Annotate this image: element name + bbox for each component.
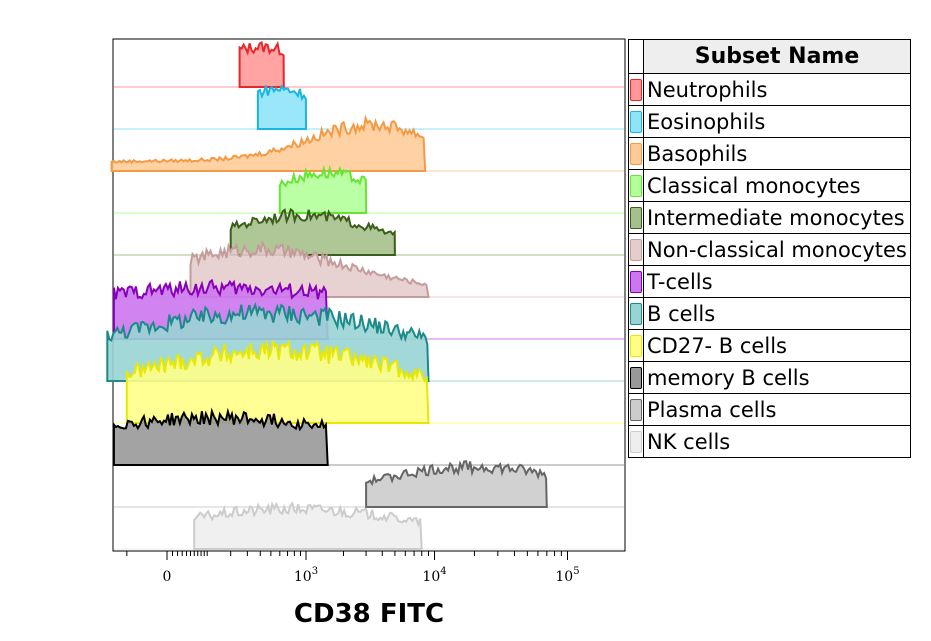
- legend-label: Non-classical monocytes: [643, 233, 911, 266]
- histogram-eosinophils: [256, 83, 308, 130]
- legend-swatch: [630, 302, 642, 325]
- legend-label: Neutrophils: [643, 73, 911, 106]
- histogram-intermediate-monocytes: [229, 207, 396, 256]
- legend: Subset Name Neutrophils Eosinophils Basoph…: [628, 39, 911, 458]
- legend-row: Non-classical monocytes: [628, 233, 911, 266]
- legend-row: Plasma cells: [628, 393, 911, 426]
- legend-row: B cells: [628, 297, 911, 330]
- legend-swatch: [630, 174, 642, 197]
- legend-row: Classical monocytes: [628, 169, 911, 202]
- legend-swatch: [630, 430, 642, 453]
- tick-label: 103: [294, 566, 318, 585]
- legend-label: Intermediate monocytes: [643, 201, 911, 234]
- legend-header: Subset Name: [643, 39, 911, 74]
- histogram-basophils: [110, 114, 427, 172]
- legend-label: B cells: [643, 297, 911, 330]
- legend-swatch: [630, 78, 642, 101]
- legend-row: Neutrophils: [628, 73, 911, 106]
- legend-row: memory B cells: [628, 361, 911, 394]
- legend-swatch: [630, 366, 642, 389]
- tick-label: 0: [163, 569, 172, 585]
- legend-swatch: [630, 142, 642, 165]
- legend-label: Eosinophils: [643, 105, 911, 138]
- legend-label: Basophils: [643, 137, 911, 170]
- legend-label: Plasma cells: [643, 393, 911, 426]
- legend-swatch: [630, 110, 642, 133]
- legend-label: T-cells: [643, 265, 911, 298]
- legend-swatch: [630, 206, 642, 229]
- tick-label: 104: [422, 566, 446, 585]
- histogram-plasma-cells: [365, 460, 548, 508]
- x-axis-label: CD38 FITC: [294, 599, 444, 629]
- histogram-cd27-b-cells: [125, 339, 430, 424]
- legend-row: T-cells: [628, 265, 911, 298]
- legend-swatch: [630, 398, 642, 421]
- legend-label: Classical monocytes: [643, 169, 911, 202]
- x-axis: 0 103 104 105: [126, 551, 580, 585]
- legend-label: memory B cells: [643, 361, 911, 394]
- histogram-non-classical-monocytes: [189, 240, 430, 298]
- legend-swatch: [630, 334, 642, 357]
- histogram-lanes: [106, 40, 624, 550]
- legend-swatch: [630, 270, 642, 293]
- histogram-nk-cells: [193, 500, 423, 550]
- legend-label: CD27- B cells: [643, 329, 911, 362]
- legend-row: Intermediate monocytes: [628, 201, 911, 234]
- tick-label: 105: [555, 566, 579, 585]
- histogram-neutrophils: [238, 40, 285, 88]
- histogram-memory-b-cells: [112, 407, 329, 466]
- legend-label: NK cells: [643, 425, 911, 458]
- legend-swatch: [630, 238, 642, 261]
- legend-row: NK cells: [628, 425, 911, 458]
- legend-header-row: Subset Name: [628, 39, 911, 74]
- legend-row: CD27- B cells: [628, 329, 911, 362]
- histogram-classical-monocytes: [278, 164, 368, 214]
- legend-row: Eosinophils: [628, 105, 911, 138]
- legend-row: Basophils: [628, 137, 911, 170]
